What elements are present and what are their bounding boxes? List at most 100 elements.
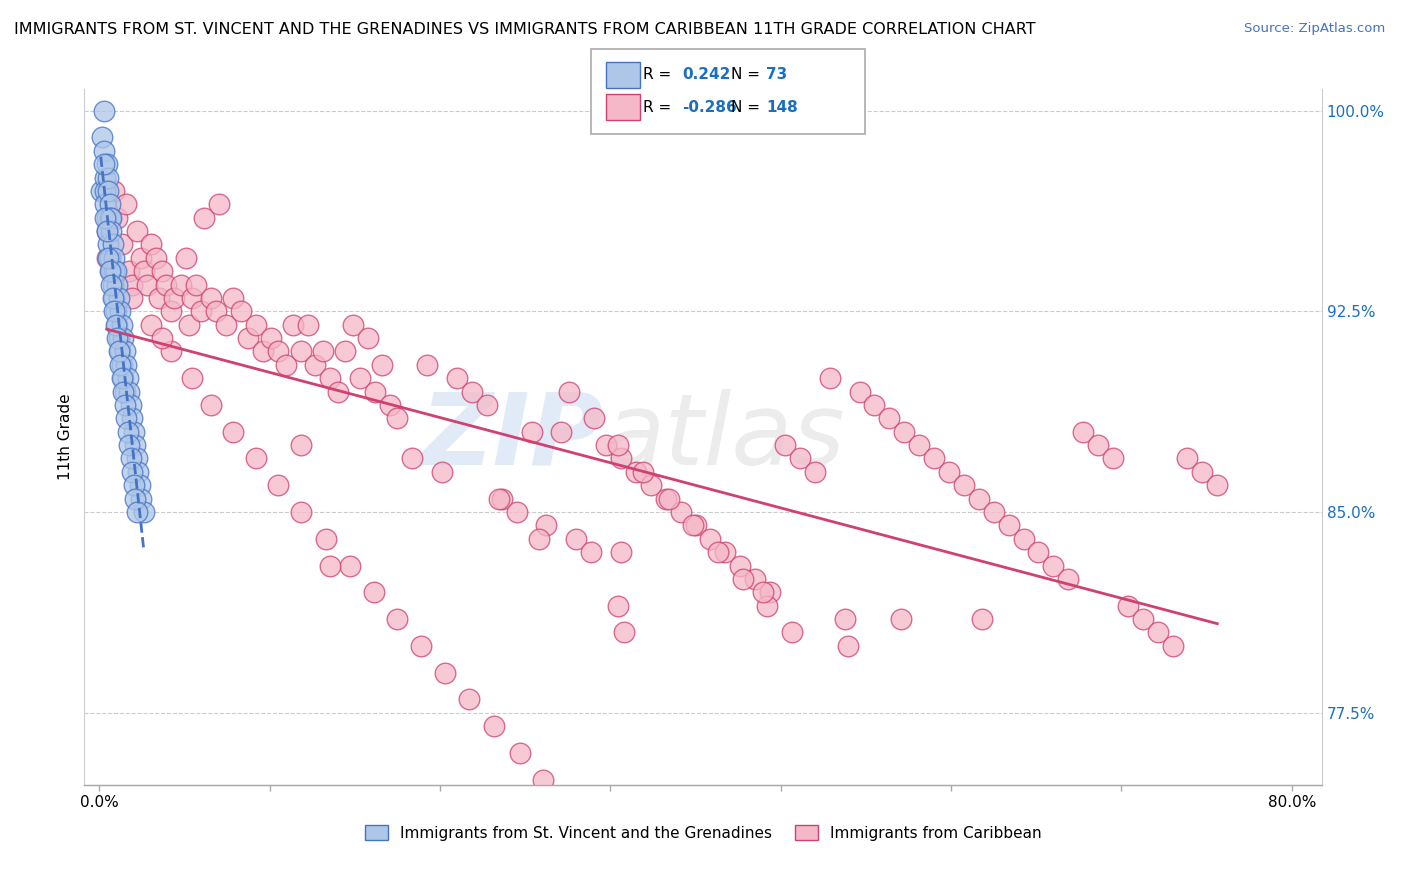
- Point: [558, 384, 581, 399]
- Point: [304, 358, 326, 372]
- Text: ZIP: ZIP: [420, 389, 605, 485]
- Point: [170, 277, 193, 292]
- Point: [297, 318, 319, 332]
- Point: [782, 625, 804, 640]
- Point: [114, 344, 136, 359]
- Point: [863, 398, 886, 412]
- Point: [789, 451, 811, 466]
- Point: [290, 438, 312, 452]
- Point: [127, 465, 149, 479]
- Point: [1028, 545, 1050, 559]
- Point: [107, 331, 129, 345]
- Point: [401, 451, 423, 466]
- Point: [180, 371, 202, 385]
- Point: [101, 291, 124, 305]
- Point: [505, 505, 527, 519]
- Point: [583, 411, 606, 425]
- Point: [101, 237, 124, 252]
- Point: [1132, 612, 1154, 626]
- Point: [193, 211, 215, 225]
- Point: [610, 545, 633, 559]
- Point: [215, 318, 238, 332]
- Point: [115, 197, 138, 211]
- Point: [335, 344, 357, 359]
- Point: [1146, 625, 1168, 640]
- Point: [98, 197, 121, 211]
- Point: [93, 103, 115, 118]
- Point: [90, 184, 112, 198]
- Point: [129, 491, 152, 506]
- Point: [1087, 438, 1109, 452]
- Point: [103, 264, 125, 278]
- Point: [290, 505, 312, 519]
- Point: [112, 371, 135, 385]
- Point: [281, 318, 304, 332]
- Point: [1177, 451, 1199, 466]
- Point: [122, 478, 145, 492]
- Point: [699, 532, 721, 546]
- Point: [773, 438, 796, 452]
- Point: [186, 277, 208, 292]
- Point: [128, 478, 150, 492]
- Text: R =: R =: [643, 100, 676, 114]
- Point: [579, 545, 602, 559]
- Point: [730, 558, 752, 573]
- Point: [1012, 532, 1035, 546]
- Point: [103, 291, 125, 305]
- Point: [115, 358, 138, 372]
- Point: [759, 585, 782, 599]
- Point: [111, 318, 134, 332]
- Text: N =: N =: [731, 100, 765, 114]
- Point: [491, 491, 513, 506]
- Point: [751, 585, 773, 599]
- Point: [595, 438, 617, 452]
- Point: [204, 304, 226, 318]
- Point: [118, 264, 141, 278]
- Point: [121, 411, 143, 425]
- Point: [707, 545, 730, 559]
- Point: [98, 251, 121, 265]
- Point: [363, 585, 385, 599]
- Text: R =: R =: [643, 68, 676, 82]
- Point: [94, 211, 117, 225]
- Point: [100, 264, 122, 278]
- Text: 73: 73: [766, 68, 787, 82]
- Point: [983, 505, 1005, 519]
- Point: [624, 465, 647, 479]
- Point: [100, 277, 122, 292]
- Point: [610, 451, 633, 466]
- Point: [536, 518, 558, 533]
- Point: [96, 224, 118, 238]
- Point: [108, 344, 131, 359]
- Point: [200, 291, 222, 305]
- Point: [104, 264, 127, 278]
- Point: [475, 398, 498, 412]
- Point: [458, 692, 481, 706]
- Point: [371, 358, 394, 372]
- Point: [107, 291, 129, 305]
- Point: [112, 384, 135, 399]
- Point: [1042, 558, 1064, 573]
- Point: [970, 612, 993, 626]
- Point: [103, 251, 125, 265]
- Point: [163, 291, 186, 305]
- Point: [461, 384, 484, 399]
- Point: [100, 211, 122, 225]
- Point: [533, 772, 555, 787]
- Legend: Immigrants from St. Vincent and the Grenadines, Immigrants from Caribbean: Immigrants from St. Vincent and the Gren…: [359, 819, 1047, 847]
- Point: [96, 211, 118, 225]
- Point: [565, 532, 588, 546]
- Point: [997, 518, 1019, 533]
- Point: [97, 170, 120, 185]
- Point: [387, 411, 409, 425]
- Text: -0.286: -0.286: [682, 100, 737, 114]
- Text: N =: N =: [731, 68, 765, 82]
- Point: [446, 371, 468, 385]
- Point: [922, 451, 945, 466]
- Point: [245, 318, 267, 332]
- Point: [669, 505, 692, 519]
- Point: [159, 344, 181, 359]
- Text: atlas: atlas: [605, 389, 845, 485]
- Point: [509, 746, 531, 760]
- Point: [122, 425, 145, 439]
